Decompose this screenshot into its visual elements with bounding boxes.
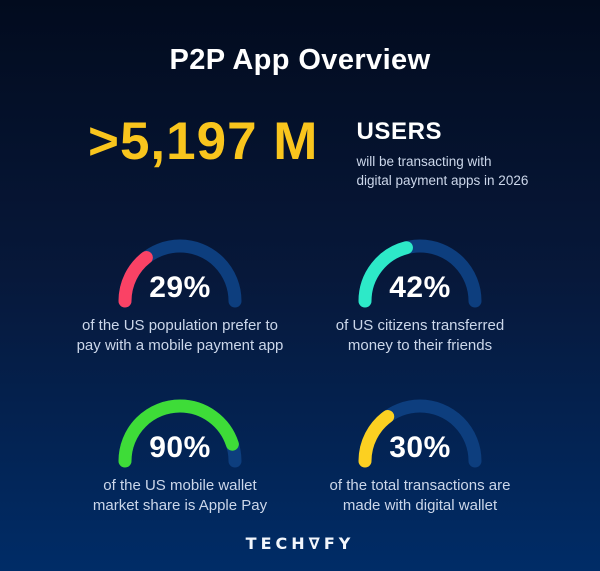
gauge-fill-arc xyxy=(118,239,242,308)
gauge-caption-line1: of the US population prefer to xyxy=(82,317,278,334)
gauge-percent-label: 42% xyxy=(389,271,451,304)
gauge-chart xyxy=(118,239,242,308)
footer: TECH∇FY xyxy=(0,534,600,554)
gauge-caption-line2: pay with a mobile payment app xyxy=(76,336,284,354)
gauge-chart-area: 42% xyxy=(345,229,495,309)
brand-logo: TECH∇FY xyxy=(246,534,355,553)
gauge-chart-area: 29% xyxy=(105,229,255,309)
gauge-fill-arc xyxy=(358,399,482,468)
gauge-fill-arc xyxy=(358,239,482,308)
brand-text-right: FY xyxy=(323,534,355,553)
gauge-card-money-transfer: 42% of US citizens transferred money to … xyxy=(300,229,540,355)
gauge-chart xyxy=(118,399,242,468)
hero-users-value: >5,197 M xyxy=(88,112,319,171)
hero-users-label: USERS xyxy=(356,118,443,145)
gauge-caption-line2: money to their friends xyxy=(347,336,493,354)
gauge-caption: of the US population prefer to pay with … xyxy=(77,316,284,355)
hero-description-line1: will be transacting with xyxy=(356,154,492,169)
gauge-caption: of US citizens transferred money to thei… xyxy=(336,316,504,355)
gauge-caption-line2: market share is Apple Pay xyxy=(92,496,268,514)
brand-nabla-icon: ∇ xyxy=(308,534,324,553)
hero-description-line2: digital payment apps in 2026 xyxy=(356,173,529,189)
gauge-caption-line1: of the total transactions are xyxy=(329,477,511,494)
gauge-chart-area: 90% xyxy=(105,389,255,469)
gauge-caption: of the total transactions are made with … xyxy=(330,476,511,515)
gauge-card-mobile-payment: 29% of the US population prefer to pay w… xyxy=(60,229,300,355)
hero-text-block: USERS will be transacting with digital p… xyxy=(356,112,528,190)
hero-section: >5,197 M USERS will be transacting with … xyxy=(88,112,528,190)
gauge-chart xyxy=(358,239,482,308)
hero-description: will be transacting with digital payment… xyxy=(356,152,528,190)
gauge-percent-label: 90% xyxy=(149,431,211,464)
gauge-fill-arc xyxy=(118,399,242,468)
gauge-percent-label: 30% xyxy=(389,431,451,464)
gauge-caption: of the US mobile wallet market share is … xyxy=(93,476,267,515)
gauge-caption-line1: of US citizens transferred xyxy=(335,317,505,334)
gauge-chart-area: 30% xyxy=(345,389,495,469)
brand-text-left: TECH xyxy=(245,534,309,553)
page-title: P2P App Overview xyxy=(169,44,431,76)
gauge-grid: 29% of the US population prefer to pay w… xyxy=(60,229,540,515)
gauge-caption-line1: of the US mobile wallet xyxy=(103,477,257,494)
gauge-card-apple-pay: 90% of the US mobile wallet market share… xyxy=(60,389,300,515)
gauge-chart xyxy=(358,399,482,468)
gauge-card-digital-wallet: 30% of the total transactions are made w… xyxy=(300,389,540,515)
gauge-percent-label: 29% xyxy=(149,271,211,304)
gauge-caption-line2: made with digital wallet xyxy=(342,496,498,514)
